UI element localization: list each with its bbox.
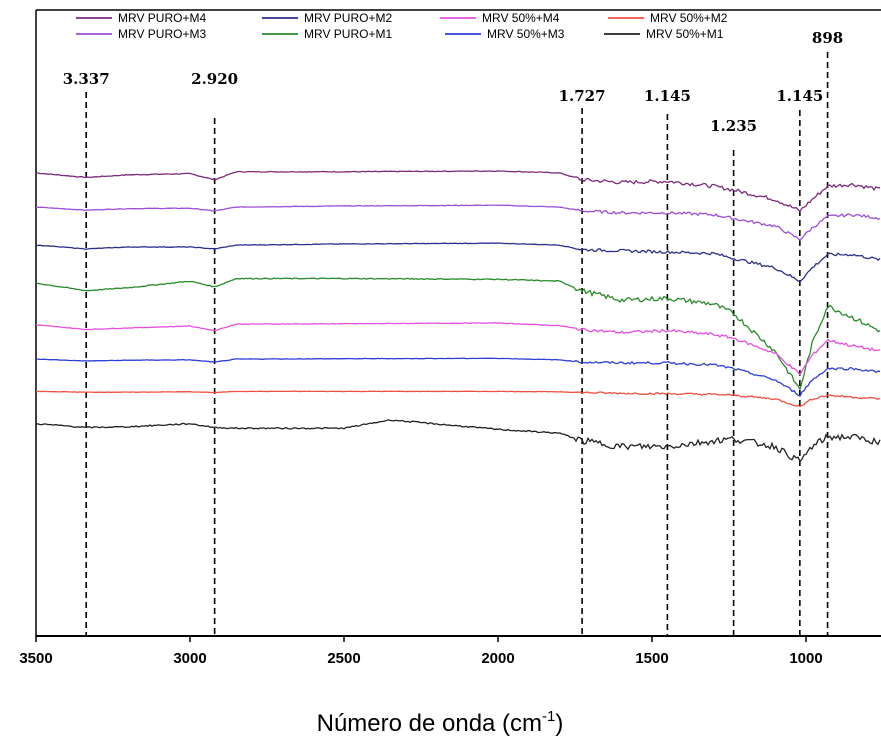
- series-line-mrv-puro-m2: [35, 242, 881, 283]
- series-line-mrv-50-m3: [35, 357, 881, 397]
- x-tick-label-3500: 3500: [19, 650, 52, 667]
- series-line-mrv-puro-m4: [35, 170, 881, 213]
- peak-markers: 3.337 2.920 1.727 1.145 1.235 1.145 898: [63, 29, 843, 636]
- x-axis-ticks: 3500 3000 2500 2000 1500 1000: [19, 636, 823, 667]
- x-tick-label-1500: 1500: [635, 650, 668, 667]
- peak-label-0: 3.337: [63, 70, 110, 88]
- peak-label-5: 1.145: [776, 87, 823, 105]
- legend-label-1: MRV PURO+M2: [304, 11, 392, 25]
- plot-area: [35, 9, 881, 637]
- x-tick-label-3000: 3000: [173, 650, 206, 667]
- x-axis-title-close: ): [555, 710, 563, 737]
- legend: MRV PURO+M4 MRV PURO+M2 MRV 50%+M4 MRV 50%+…: [76, 11, 728, 41]
- legend-label-3: MRV 50%+M2: [650, 11, 728, 25]
- series-lines: [35, 170, 881, 463]
- series-line-mrv-puro-m1: [35, 277, 881, 392]
- peak-label-1: 2.920: [191, 70, 238, 88]
- legend-label-0: MRV PURO+M4: [118, 11, 206, 25]
- series-line-mrv-puro-m3: [36, 204, 881, 241]
- legend-label-7: MRV 50%+M1: [646, 27, 724, 41]
- x-axis-title-superscript: -1: [542, 708, 555, 725]
- peak-label-4: 1.235: [710, 117, 757, 135]
- x-tick-label-1000: 1000: [789, 650, 822, 667]
- legend-label-4: MRV PURO+M3: [118, 27, 206, 41]
- x-tick-label-2000: 2000: [481, 650, 514, 667]
- x-axis-title: Número de onda (cm-1): [317, 708, 564, 737]
- series-line-mrv-50-m2: [35, 390, 881, 408]
- series-line-mrv-50-m4: [35, 322, 881, 377]
- peak-label-2: 1.727: [559, 87, 606, 105]
- legend-label-5: MRV PURO+M1: [304, 27, 392, 41]
- legend-label-6: MRV 50%+M3: [487, 27, 565, 41]
- series-line-mrv-50-m1: [35, 419, 881, 463]
- legend-label-2: MRV 50%+M4: [482, 11, 560, 25]
- x-axis-title-main: Número de onda (cm: [317, 710, 542, 737]
- x-tick-label-2500: 2500: [327, 650, 360, 667]
- peak-label-6: 898: [812, 29, 843, 47]
- peak-label-3: 1.145: [644, 87, 691, 105]
